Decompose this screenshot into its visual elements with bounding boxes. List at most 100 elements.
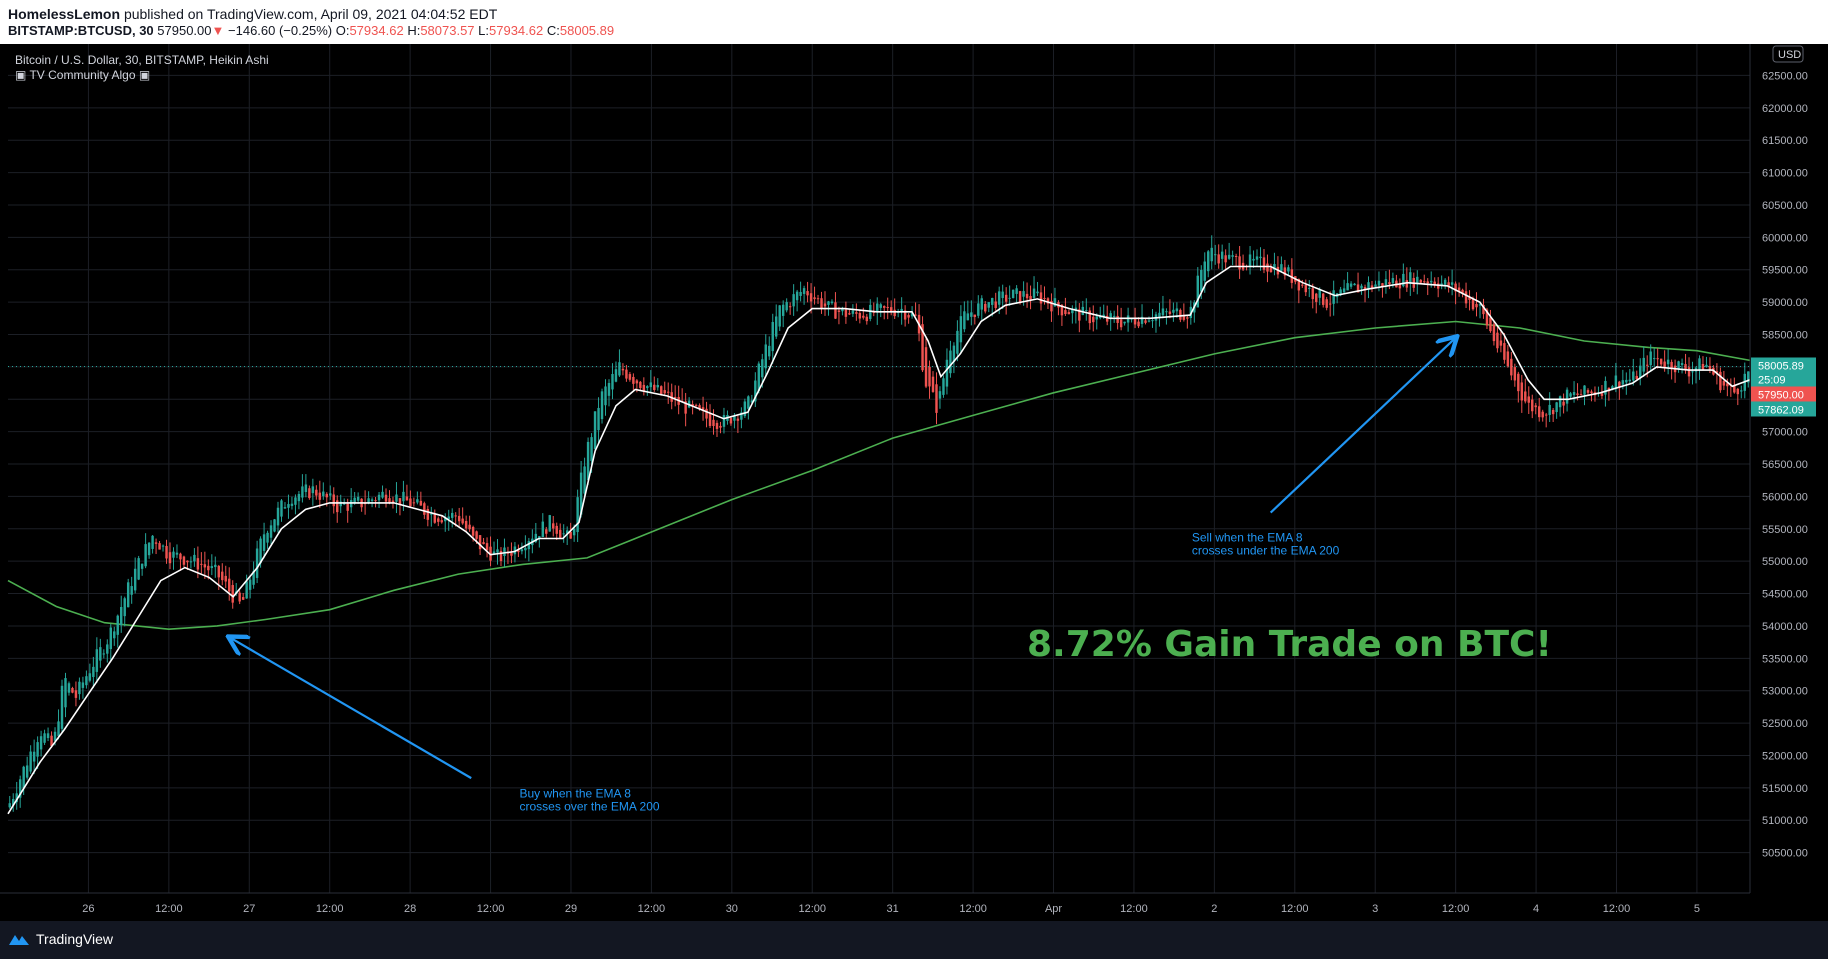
chart-canvas[interactable]: 50500.00 51000.00 51500.00 52000.00 52500.00… [0,44,1828,921]
publisher-name[interactable]: HomelessLemon [8,6,121,22]
candle-body [775,316,778,337]
time-axis[interactable]: 26 12:00 27 12:00 28 12:00 29 12:00 30 12:00 31 12:… [0,892,1750,915]
candle-body [586,441,590,481]
price-tick-label: 61000.00 [1762,168,1808,180]
candle-body [57,721,60,737]
time-tick-label: 31 [887,903,899,915]
legend-title: Bitcoin / U.S. Dollar, 30, BITSTAMP, Hei… [15,53,269,67]
indicator-label[interactable]: ▣ TV Community Algo ▣ [15,68,150,82]
candle-body [1625,379,1628,383]
candle-body [168,552,172,564]
candle-body [1579,394,1583,396]
candle-body [241,597,245,600]
candle-body [635,380,639,384]
candle-body [1499,340,1503,346]
candle-body [558,529,562,538]
time-tick-label: 12:00 [1442,903,1470,915]
sell-note-line: crosses under the EMA 200 [1192,544,1340,558]
candle-body [402,491,405,502]
candle-body [1635,375,1638,380]
price-axis-bg [1750,44,1828,921]
price-tick-label: 56500.00 [1762,459,1808,471]
price-tick-label: 62000.00 [1762,103,1808,115]
publish-info: published on TradingView.com, April 09, … [123,6,498,22]
candle-body [768,345,771,357]
candle-body [1311,288,1314,300]
candle-body [276,507,280,526]
price-label-3: 57862.09 [1751,401,1816,417]
candle-body [179,553,182,560]
candle-body [802,288,806,294]
price-label-box [1751,386,1816,402]
price-tick-label: 53500.00 [1762,653,1808,665]
candle-body [1666,359,1670,365]
candle-body [423,503,426,515]
candle-body [1586,390,1590,393]
candle-body [1266,263,1269,272]
candle-body [956,330,959,354]
candle-body [1308,287,1311,289]
candle-body [994,301,997,308]
candle-body [196,558,200,570]
candle-body [653,384,656,390]
high-value: 58073.57 [420,23,475,38]
candle-body [99,647,102,661]
candle-body [555,525,558,534]
price-label-0: 58005.89 [1751,357,1816,373]
candle-body [1151,320,1154,322]
candle-body [1367,282,1370,289]
candle-body [1123,321,1126,324]
close-label: C: [546,23,560,38]
candle-body [788,306,792,308]
time-tick-label: 28 [404,903,416,915]
candle-body [377,494,381,501]
candle-body [133,568,137,591]
candle-body [8,803,11,808]
candle-body [576,497,579,533]
candle-body [621,368,625,371]
buy-note: Buy when the EMA 8 crosses over the EMA 2… [520,787,660,814]
candle-body [1353,283,1356,286]
candle-body [1464,291,1468,304]
tradingview-brand[interactable]: TradingView [8,931,113,947]
price-axis[interactable]: 50500.00 51000.00 51500.00 52000.00 52500.00… [1749,44,1828,921]
candle-body [1736,388,1740,395]
candle-body [1391,278,1395,284]
candle-body [60,685,64,729]
candle-body [130,586,133,595]
candle-body [214,564,217,568]
price-tick-label: 51000.00 [1762,815,1808,827]
candle-body [949,350,952,374]
candle-body [102,653,106,655]
candle-body [513,546,517,555]
candle-body [712,419,715,427]
candle-body [649,382,653,388]
candle-body [1269,267,1273,272]
candle-body [538,536,541,538]
candle-body [388,498,391,503]
candle-body [1426,281,1429,284]
candle-body [106,644,109,654]
candle-body [590,437,593,461]
candle-body [694,404,698,406]
candle-body [1339,289,1342,296]
time-tick-label: 5 [1694,903,1700,915]
candle-body [496,549,499,553]
candle-body [113,631,116,639]
candle-body [290,503,294,506]
candle-body [1569,393,1572,397]
candle-body [280,500,283,517]
candle-body [1290,269,1294,283]
candle-body [924,347,928,387]
candle-body [381,491,384,498]
candle-body [287,504,290,508]
candle-body [771,322,774,352]
candle-body [1297,278,1301,291]
candle-body [447,516,450,520]
candle-body [1419,279,1422,283]
currency-badge-box [1772,45,1804,63]
candle-body [398,498,402,505]
candle-body [900,308,903,313]
time-tick-label: 29 [565,903,577,915]
time-tick-label: 12:00 [1281,903,1309,915]
